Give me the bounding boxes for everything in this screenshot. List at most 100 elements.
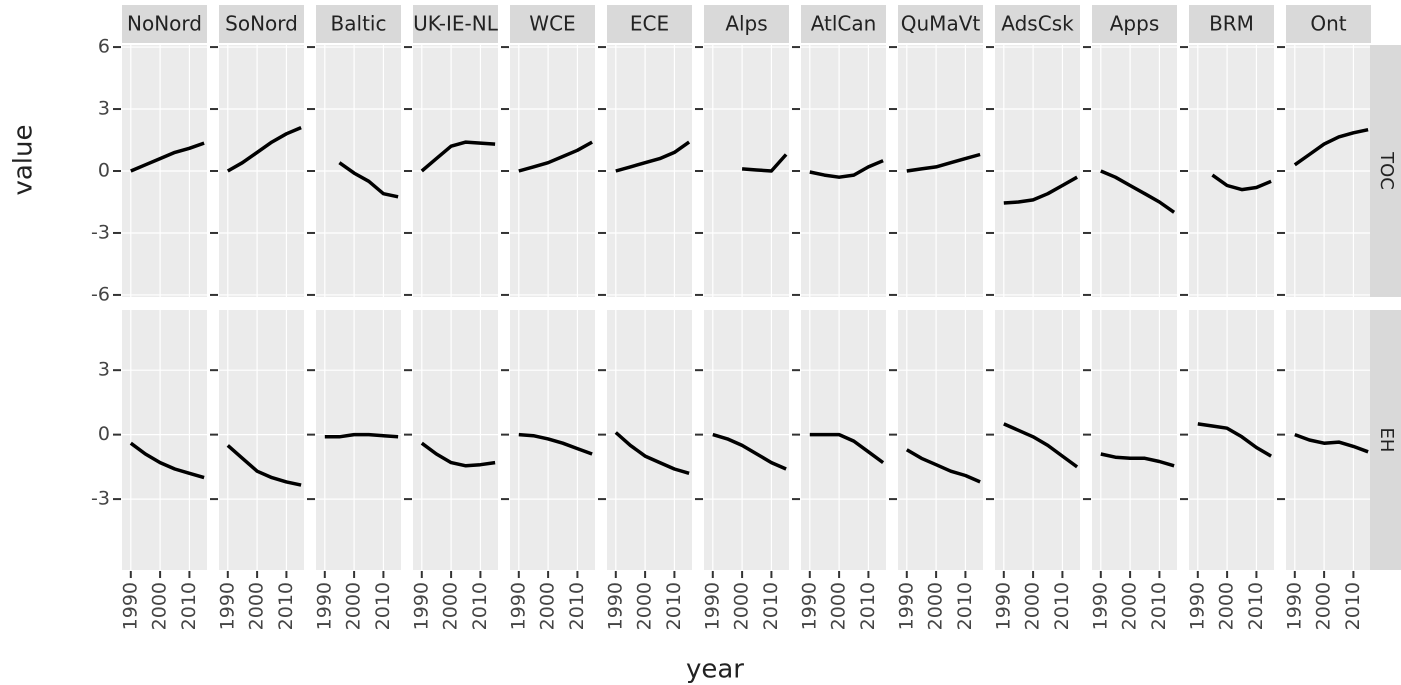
- x-tick-label: 2010: [372, 582, 394, 630]
- strip: [219, 5, 304, 43]
- column-strip-label: Apps: [1110, 12, 1160, 36]
- trend-line: [420, 441, 496, 468]
- x-tick-label: 1990: [313, 582, 335, 630]
- panel: [122, 310, 207, 570]
- x-tick-label: 2010: [760, 582, 782, 630]
- panel: [1092, 310, 1177, 570]
- trend-line: [1003, 175, 1078, 205]
- x-tick-label: 1990: [1186, 582, 1208, 630]
- column-strip-label: Ont: [1310, 12, 1346, 36]
- x-tick-label: 2000: [1313, 582, 1335, 630]
- column-strip-label: WCE: [529, 12, 575, 36]
- x-tick-label: 2010: [1342, 582, 1364, 630]
- x-tick-label: 2010: [1245, 582, 1267, 630]
- x-tick-label: 2000: [343, 582, 365, 630]
- strip: [413, 5, 498, 43]
- x-tick-label: 1990: [895, 582, 917, 630]
- trend-line: [518, 432, 593, 456]
- x-tick-label: 1990: [1089, 582, 1111, 630]
- row-strip-label: TOC: [1376, 151, 1397, 190]
- y-tick-label: 3: [98, 98, 110, 120]
- column-strip-label: QuMaVt: [901, 12, 981, 36]
- trend-line: [809, 432, 885, 465]
- x-tick-label: 1990: [798, 582, 820, 630]
- x-tick-label: 2000: [440, 582, 462, 630]
- column-strip-label: AtlCan: [811, 12, 877, 36]
- row-strip: [1370, 310, 1401, 570]
- trend-line: [1294, 432, 1369, 454]
- trend-line: [615, 140, 691, 173]
- x-tick-label: 2000: [149, 582, 171, 630]
- row-strip: [1370, 45, 1401, 297]
- trend-line: [518, 140, 593, 173]
- x-tick-label: 2000: [246, 582, 268, 630]
- x-tick-label: 1990: [216, 582, 238, 630]
- x-tick-label: 2000: [537, 582, 559, 630]
- x-tick-label: 1990: [410, 582, 432, 630]
- trend-line: [226, 125, 302, 173]
- strip: [1189, 5, 1274, 43]
- column-strip-label: AdsCsk: [1001, 12, 1074, 36]
- column-strip-label: ECE: [630, 12, 669, 36]
- column-strip-label: BRM: [1209, 12, 1254, 36]
- x-tick-label: 2010: [1051, 582, 1073, 630]
- y-tick-label: 0: [98, 160, 110, 182]
- panel: [1286, 310, 1371, 570]
- x-tick-label: 1990: [119, 582, 141, 630]
- x-tick-label: 2000: [634, 582, 656, 630]
- x-tick-label: 2000: [1119, 582, 1141, 630]
- x-tick-label: 2010: [954, 582, 976, 630]
- x-tick-label: 1990: [507, 582, 529, 630]
- trend-line: [226, 444, 302, 487]
- column-strip-label: SoNord: [225, 12, 298, 36]
- panel: [898, 310, 983, 570]
- x-tick-label: 2000: [1216, 582, 1238, 630]
- strip: [995, 5, 1080, 43]
- y-tick-label: -6: [91, 283, 110, 305]
- panel: [801, 310, 886, 570]
- panel: [219, 310, 304, 570]
- x-tick-label: 2000: [828, 582, 850, 630]
- y-tick-label: -3: [91, 488, 110, 510]
- trend-line: [1211, 173, 1272, 192]
- x-tick-label: 2010: [178, 582, 200, 630]
- x-tick-label: 2010: [663, 582, 685, 630]
- column-strip-label: Baltic: [331, 12, 387, 36]
- x-tick-label: 1990: [992, 582, 1014, 630]
- x-axis-label: year: [686, 655, 744, 685]
- panel: [704, 310, 789, 570]
- panel: [1189, 310, 1274, 570]
- strip: [898, 5, 983, 43]
- panel: [607, 310, 692, 570]
- x-tick-label: 1990: [701, 582, 723, 630]
- strip: [1286, 5, 1371, 43]
- column-strip-label: Alps: [725, 12, 767, 36]
- trend-line: [338, 161, 399, 199]
- x-tick-label: 2010: [566, 582, 588, 630]
- y-axis-label: value: [9, 124, 39, 195]
- trend-line: [905, 448, 981, 484]
- strip: [607, 5, 692, 43]
- y-tick-label: -3: [91, 221, 110, 243]
- strip: [1092, 5, 1177, 43]
- x-tick-label: 2000: [731, 582, 753, 630]
- trend-line: [1003, 422, 1079, 469]
- trend-line: [712, 432, 787, 471]
- trend-line: [809, 159, 884, 179]
- trend-line: [420, 140, 496, 173]
- column-strip-label: UK-IE-NL: [413, 12, 499, 36]
- x-tick-label: 2010: [275, 582, 297, 630]
- x-tick-label: 2010: [469, 582, 491, 630]
- trend-line: [614, 431, 690, 475]
- y-tick-label: 0: [98, 423, 110, 445]
- row-strip-label: EH: [1376, 428, 1397, 453]
- panel: [316, 310, 401, 570]
- trend-line: [130, 141, 205, 173]
- strip: [801, 5, 886, 43]
- trend-line: [1197, 422, 1272, 458]
- x-tick-label: 1990: [1283, 582, 1305, 630]
- panel: [413, 310, 498, 570]
- trend-line: [1293, 127, 1369, 167]
- trend-line: [1100, 452, 1175, 468]
